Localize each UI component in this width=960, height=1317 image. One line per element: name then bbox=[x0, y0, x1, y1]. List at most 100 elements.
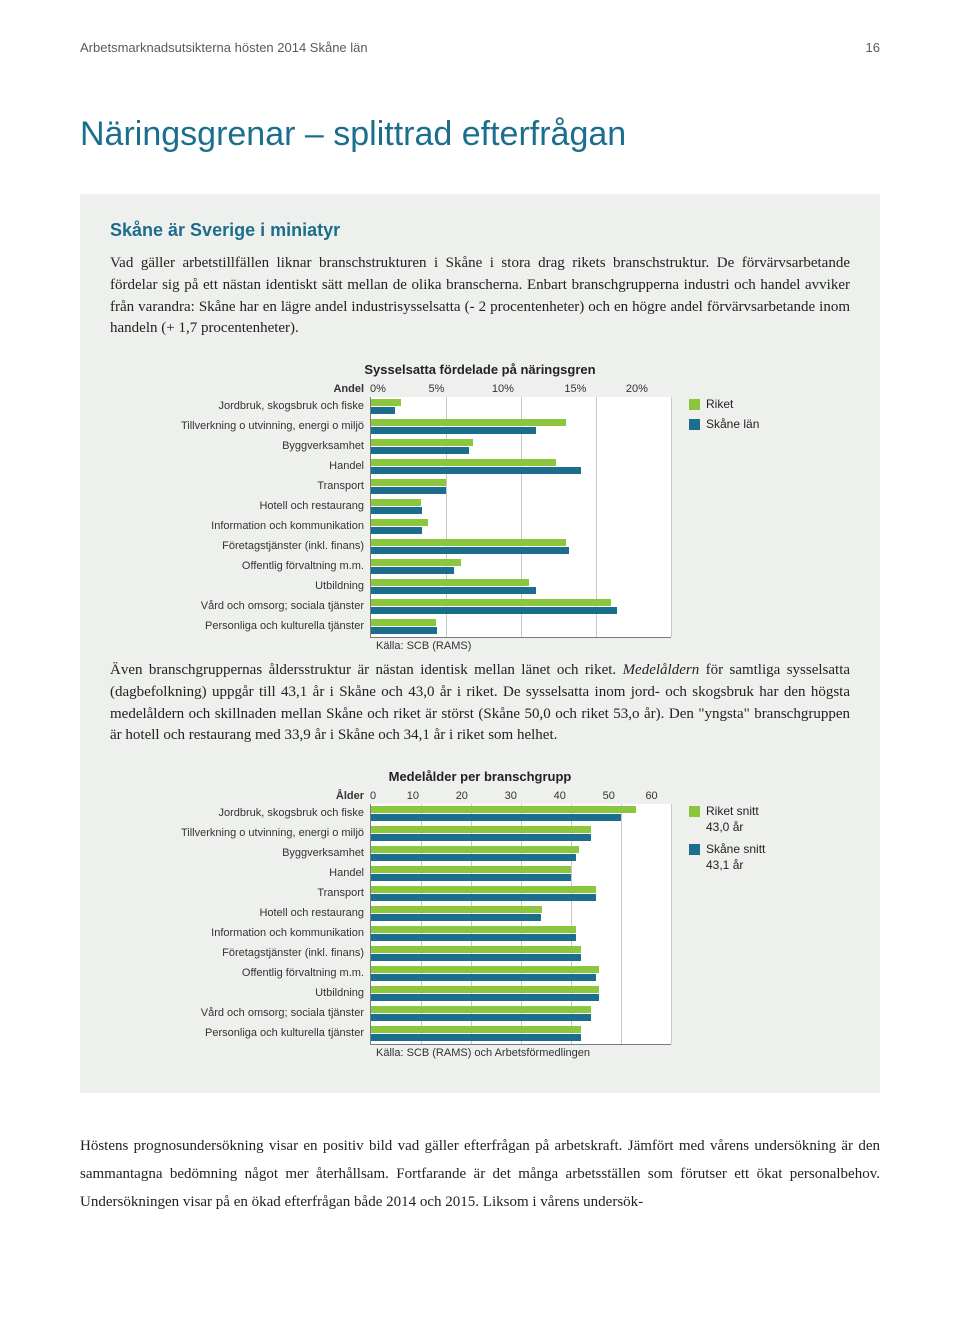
chart-medelalder: Medelålder per branschgrupp Ålder 010203… bbox=[110, 769, 850, 1059]
axis-tick: 15% bbox=[564, 383, 586, 395]
bar-cell bbox=[371, 944, 671, 964]
bar-riket bbox=[371, 826, 591, 833]
legend-swatch bbox=[689, 844, 700, 855]
chart2-axis-row: Ålder 0102030405060 bbox=[110, 790, 850, 802]
legend-item: Skåne snitt bbox=[689, 842, 850, 856]
bar-riket bbox=[371, 579, 529, 586]
category-label: Byggverksamhet bbox=[110, 441, 370, 453]
axis-tick: 20% bbox=[626, 383, 648, 395]
chart1-legend: RiketSkåne län bbox=[671, 397, 850, 437]
category-label: Offentlig förvaltning m.m. bbox=[110, 968, 370, 980]
bar-cell bbox=[371, 577, 671, 597]
chart2-bars bbox=[370, 804, 671, 1045]
bar-riket bbox=[371, 479, 446, 486]
info-panel: Skåne är Sverige i miniatyr Vad gäller a… bbox=[80, 194, 880, 1093]
bar-cell bbox=[371, 864, 671, 884]
panel-para-2: Även branschgruppernas åldersstruktur är… bbox=[110, 660, 850, 747]
chart2-title: Medelålder per branschgrupp bbox=[110, 769, 850, 784]
bar-skane bbox=[371, 587, 536, 594]
bar-cell bbox=[371, 984, 671, 1004]
bar-skane bbox=[371, 467, 581, 474]
category-label: Vård och omsorg; sociala tjänster bbox=[110, 601, 370, 613]
bar-cell bbox=[371, 457, 671, 477]
bar-riket bbox=[371, 966, 599, 973]
category-label: Information och kommunikation bbox=[110, 928, 370, 940]
category-label: Vård och omsorg; sociala tjänster bbox=[110, 1008, 370, 1020]
bar-cell bbox=[371, 1004, 671, 1024]
axis-tick: 30 bbox=[505, 790, 517, 802]
category-label: Företagstjänster (inkl. finans) bbox=[110, 948, 370, 960]
bar-riket bbox=[371, 986, 599, 993]
legend-sublabel: 43,1 år bbox=[706, 858, 850, 872]
category-label: Tillverkning o utvinning, energi o miljö bbox=[110, 828, 370, 840]
axis-tick: 50 bbox=[603, 790, 615, 802]
page: Arbetsmarknadsutsikterna hösten 2014 Skå… bbox=[0, 0, 960, 1284]
bar-riket bbox=[371, 419, 566, 426]
bar-riket bbox=[371, 399, 401, 406]
category-label: Handel bbox=[110, 461, 370, 473]
bar-riket bbox=[371, 459, 556, 466]
axis-tick: 20 bbox=[456, 790, 468, 802]
legend-swatch bbox=[689, 399, 700, 410]
bar-skane bbox=[371, 914, 541, 921]
bar-cell bbox=[371, 517, 671, 537]
bar-riket bbox=[371, 1006, 591, 1013]
bar-skane bbox=[371, 894, 596, 901]
bar-riket bbox=[371, 599, 611, 606]
bar-skane bbox=[371, 814, 621, 821]
category-label: Information och kommunikation bbox=[110, 521, 370, 533]
bar-cell bbox=[371, 397, 671, 417]
category-label: Personliga och kulturella tjänster bbox=[110, 1028, 370, 1040]
panel-heading: Skåne är Sverige i miniatyr bbox=[110, 220, 850, 241]
bar-cell bbox=[371, 557, 671, 577]
category-label: Hotell och restaurang bbox=[110, 908, 370, 920]
chart1-category-labels: Jordbruk, skogsbruk och fiske Tillverknin… bbox=[110, 397, 370, 637]
footer-para: Höstens prognosundersökning visar en pos… bbox=[80, 1133, 880, 1216]
chart1-title: Sysselsatta fördelade på näringsgren bbox=[110, 362, 850, 377]
bar-skane bbox=[371, 427, 536, 434]
bar-cell bbox=[371, 497, 671, 517]
bar-skane bbox=[371, 487, 446, 494]
category-label: Personliga och kulturella tjänster bbox=[110, 621, 370, 633]
category-label: Tillverkning o utvinning, energi o miljö bbox=[110, 421, 370, 433]
legend-swatch bbox=[689, 419, 700, 430]
category-label: Handel bbox=[110, 868, 370, 880]
bar-riket bbox=[371, 519, 428, 526]
chart2-category-labels: Jordbruk, skogsbruk och fiske Tillverknin… bbox=[110, 804, 370, 1044]
legend-item: Riket bbox=[689, 397, 850, 411]
bar-cell bbox=[371, 477, 671, 497]
category-label: Byggverksamhet bbox=[110, 848, 370, 860]
chart1-axis-label: Andel bbox=[110, 383, 370, 395]
bar-cell bbox=[371, 924, 671, 944]
bar-cell bbox=[371, 804, 671, 824]
panel-para-1: Vad gäller arbetstillfällen liknar brans… bbox=[110, 253, 850, 340]
bar-skane bbox=[371, 874, 571, 881]
bar-skane bbox=[371, 1034, 581, 1041]
axis-tick: 40 bbox=[554, 790, 566, 802]
category-label: Jordbruk, skogsbruk och fiske bbox=[110, 401, 370, 413]
bar-cell bbox=[371, 1024, 671, 1044]
bar-cell bbox=[371, 597, 671, 617]
bar-skane bbox=[371, 974, 596, 981]
chart1-bars bbox=[370, 397, 671, 638]
bar-skane bbox=[371, 994, 599, 1001]
main-heading: Näringsgrenar – splittrad efterfrågan bbox=[80, 115, 880, 154]
category-label: Utbildning bbox=[110, 581, 370, 593]
bar-skane bbox=[371, 407, 395, 414]
category-label: Hotell och restaurang bbox=[110, 501, 370, 513]
bar-skane bbox=[371, 934, 576, 941]
legend-label: Riket bbox=[706, 397, 733, 411]
bar-cell bbox=[371, 617, 671, 637]
chart2-source: Källa: SCB (RAMS) och Arbetsförmedlingen bbox=[376, 1047, 850, 1059]
category-label: Offentlig förvaltning m.m. bbox=[110, 561, 370, 573]
bar-skane bbox=[371, 834, 591, 841]
running-header-text: Arbetsmarknadsutsikterna hösten 2014 Skå… bbox=[80, 40, 368, 55]
chart1-source: Källa: SCB (RAMS) bbox=[376, 640, 850, 652]
bar-riket bbox=[371, 439, 473, 446]
chart-sysselsatta: Sysselsatta fördelade på näringsgren And… bbox=[110, 362, 850, 652]
bar-skane bbox=[371, 567, 454, 574]
chart2-axis-label: Ålder bbox=[110, 790, 370, 802]
bar-cell bbox=[371, 824, 671, 844]
category-label: Jordbruk, skogsbruk och fiske bbox=[110, 808, 370, 820]
legend-sublabel: 43,0 år bbox=[706, 820, 850, 834]
